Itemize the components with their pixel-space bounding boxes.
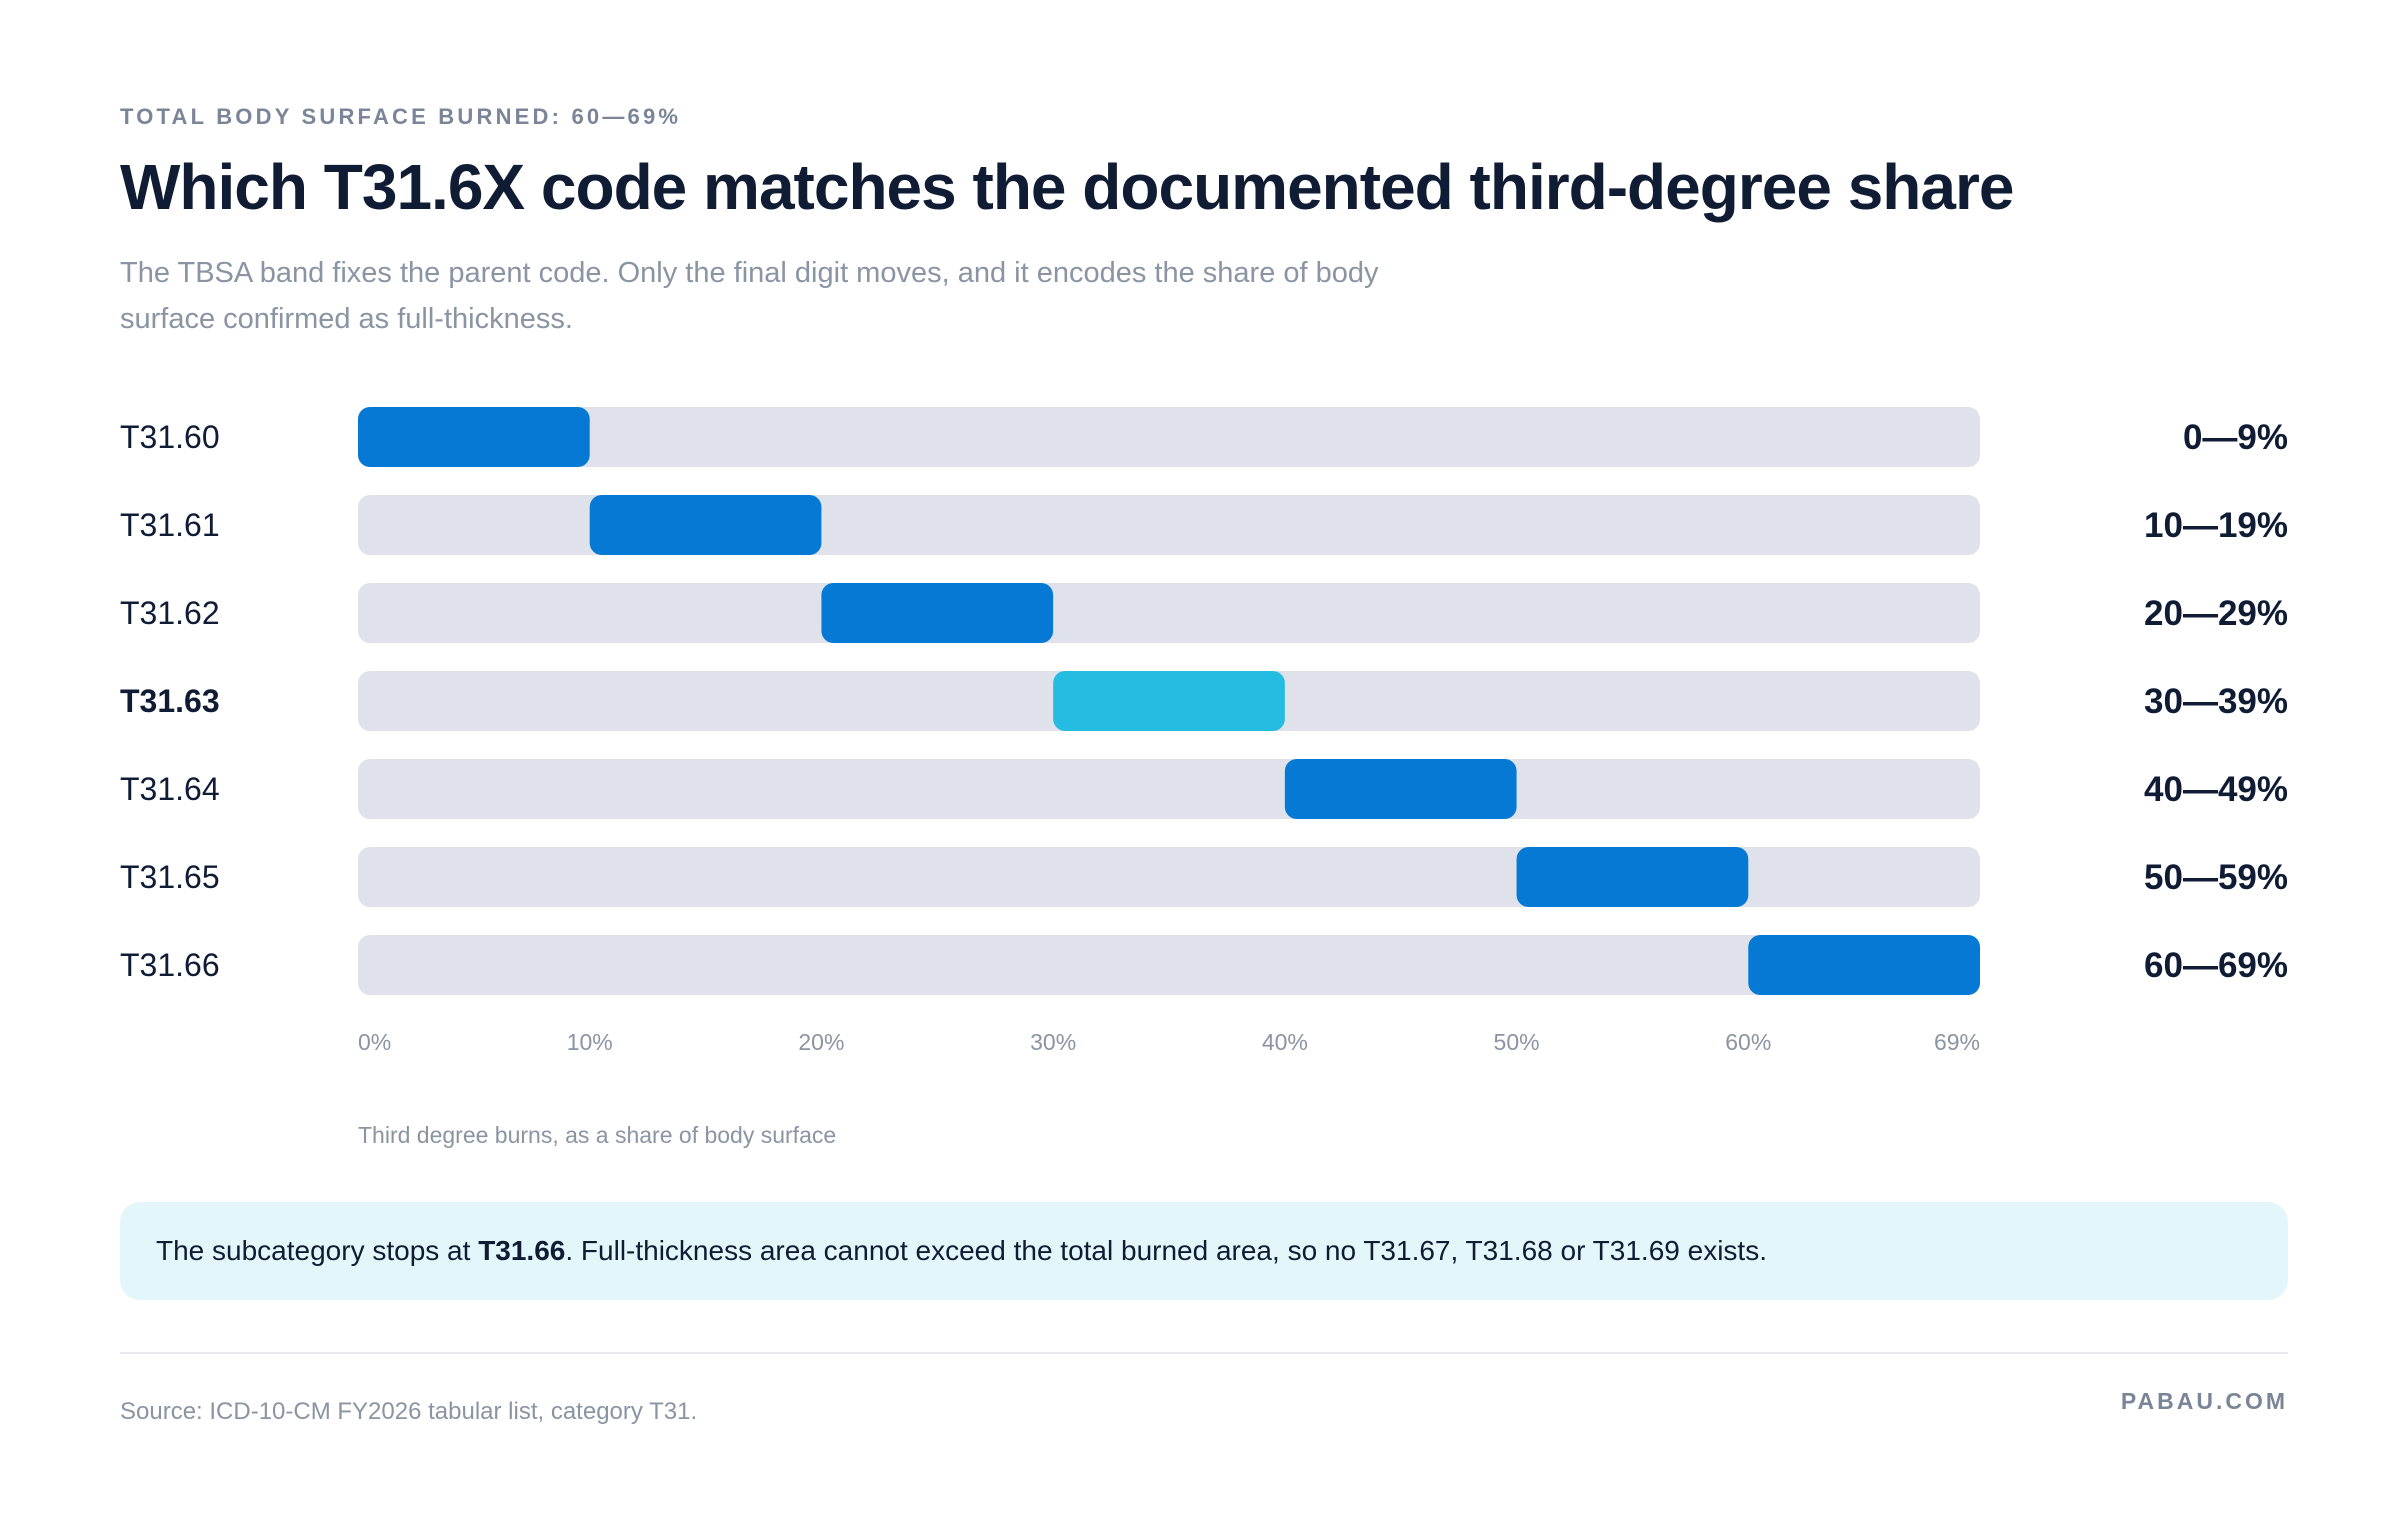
row-track <box>358 759 1980 819</box>
row-range-label: 60—69% <box>2144 946 2288 985</box>
chart-title: Which T31.6X code matches the documented… <box>120 151 2014 223</box>
range-bar <box>1516 847 1749 907</box>
row-range-label: 30—39% <box>2144 682 2288 721</box>
note-text: The subcategory stops at T31.66. Full-th… <box>156 1235 1767 1267</box>
row-code-label: T31.61 <box>120 507 220 543</box>
row-range-label: 10—19% <box>2144 506 2288 545</box>
range-bar <box>358 407 590 467</box>
row-track <box>358 407 1980 467</box>
row-code-label: T31.64 <box>120 771 220 807</box>
note-text-after: . Full-thickness area cannot exceed the … <box>565 1235 1767 1266</box>
x-tick-label: 60% <box>1725 1029 1771 1055</box>
row-range-label: 50—59% <box>2144 858 2288 897</box>
range-bar <box>1284 759 1517 819</box>
row-range-label: 20—29% <box>2144 594 2288 633</box>
chart-subtitle: The TBSA band fixes the parent code. Onl… <box>120 257 1379 335</box>
row-code-label: T31.63 <box>120 683 220 719</box>
x-tick-label: 20% <box>798 1029 844 1055</box>
row-code-label: T31.66 <box>120 947 220 983</box>
brand-label: PABAU.COM <box>2120 1388 2288 1414</box>
row-code-label: T31.65 <box>120 859 220 895</box>
row-range-label: 40—49% <box>2144 770 2288 809</box>
x-tick-label: 10% <box>567 1029 613 1055</box>
range-chart: T31.60 0—9% T31.61 10—19% T31.62 20—29% T31.63… <box>120 407 2288 1148</box>
row-track <box>358 935 1980 995</box>
footer-divider <box>120 1352 2288 1354</box>
note-text-bold: T31.66 <box>478 1235 566 1266</box>
range-bar <box>821 583 1054 643</box>
x-tick-label: 69% <box>1934 1029 1980 1055</box>
x-tick-label: 0% <box>358 1029 391 1055</box>
range-bar <box>1748 935 1980 995</box>
range-bar-highlight <box>1053 671 1285 731</box>
range-bar <box>589 495 822 555</box>
row-track <box>358 583 1980 643</box>
x-axis-label: Third degree burns, as a share of body s… <box>358 1122 836 1148</box>
note-callout: The subcategory stops at T31.66. Full-th… <box>120 1202 2288 1300</box>
row-code-label: T31.60 <box>120 419 220 455</box>
x-tick-label: 30% <box>1030 1029 1076 1055</box>
source-note: Source: ICD-10-CM FY2026 tabular list, c… <box>120 1398 698 1425</box>
note-text-before: The subcategory stops at <box>156 1235 479 1266</box>
eyebrow-label: TOTAL BODY SURFACE BURNED: 60—69% <box>120 104 682 129</box>
x-tick-label: 40% <box>1262 1029 1308 1055</box>
row-range-label: 0—9% <box>2183 418 2288 457</box>
x-tick-label: 50% <box>1494 1029 1540 1055</box>
row-code-label: T31.62 <box>120 595 220 631</box>
